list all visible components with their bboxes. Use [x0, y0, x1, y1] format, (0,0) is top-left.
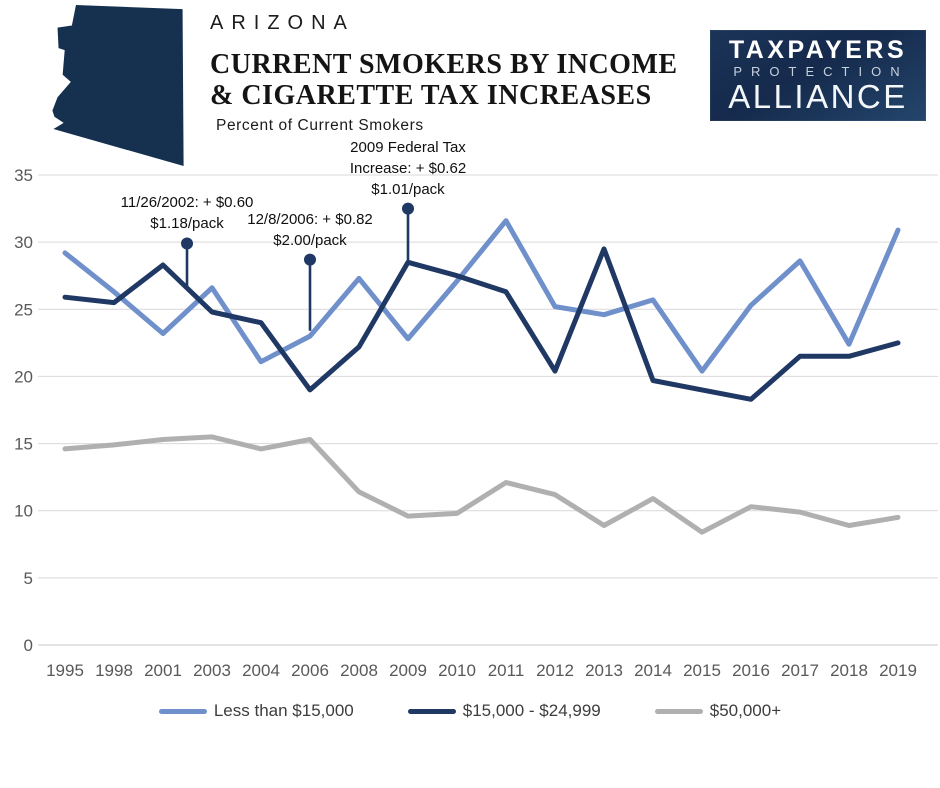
x-axis-tick-label: 2009: [389, 661, 427, 680]
title-block: ARIZONA CURRENT SMOKERS BY INCOME & CIGA…: [210, 12, 678, 135]
y-axis-tick-label: 10: [14, 502, 33, 521]
annotation-dot: [181, 237, 194, 250]
annotation-2006-tax-increase: 12/8/2006: + $0.82 $2.00/pack: [247, 209, 373, 251]
x-axis-tick-label: 2010: [438, 661, 476, 680]
y-axis-tick-label: 0: [24, 636, 33, 655]
x-axis-tick-label: 2018: [830, 661, 868, 680]
x-axis-tick-label: 2012: [536, 661, 574, 680]
legend-line-sample-gray: [654, 708, 703, 714]
smokers-line-chart: 0 5 10 15 20 25 30 35 1995 1998 2001 2003 2004 2006 20…: [14, 166, 938, 680]
y-axis-tick-label: 25: [14, 300, 33, 319]
legend-item-50k-plus: $50,000+: [654, 701, 782, 721]
x-axis-tick-label: 2015: [683, 661, 721, 680]
annotation-text: 12/8/2006: + $0.82: [247, 210, 373, 228]
annotation-text: 11/26/2002: + $0.60: [120, 194, 254, 212]
series-line-0: [62, 218, 901, 374]
y-axis-tick-label: 35: [14, 166, 33, 185]
logo-line-alliance: ALLIANCE: [728, 78, 908, 115]
source-footer: Sources: Centers for Disease Control and…: [8, 749, 458, 788]
y-axis-tick-label: 20: [14, 367, 33, 386]
x-axis-tick-label: 2011: [488, 661, 525, 680]
annotation-text: 2009 Federal Tax: [350, 138, 466, 156]
annotation-dot: [304, 253, 316, 266]
page-title: CURRENT SMOKERS BY INCOME & CIGARETTE TA…: [210, 49, 678, 111]
legend-label: $15,000 - $24,999: [462, 701, 601, 720]
x-axis-tick-label: 2004: [242, 661, 280, 680]
logo-line-taxpayers: TAXPAYERS: [728, 36, 908, 64]
series-line-1: [62, 246, 901, 402]
annotation-text: $2.00/pack: [273, 231, 347, 249]
chart-legend: Less than $15,000 $15,000 - $24,999 $50,…: [0, 701, 940, 721]
title-line-1: CURRENT SMOKERS BY INCOME: [210, 49, 678, 80]
logo-line-protection: PROTECTION: [733, 64, 909, 79]
x-axis-tick-label: 2013: [585, 661, 623, 680]
annotation-text: $1.18/pack: [150, 215, 224, 233]
x-axis-tick-label: 2006: [291, 661, 329, 680]
legend-line-sample-blue: [158, 708, 207, 714]
annotation-dot: [402, 202, 414, 215]
y-axis-tick-label: 5: [24, 569, 33, 588]
legend-label: Less than $15,000: [213, 701, 354, 720]
x-axis-tick-label: 2008: [340, 661, 378, 680]
x-axis-tick-label: 2016: [732, 661, 770, 680]
state-label: ARIZONA: [210, 12, 355, 34]
chart-subtitle: Percent of Current Smokers: [216, 117, 424, 134]
annotation-2009-federal-tax-increase: 2009 Federal Tax Increase: + $0.62 $1.01…: [350, 137, 466, 200]
annotation-2002-tax-increase: 11/26/2002: + $0.60 $1.18/pack: [121, 192, 254, 234]
x-axis-tick-label: 2019: [879, 661, 917, 680]
x-axis-tick-label: 2017: [781, 661, 819, 680]
legend-item-15k-24999: $15,000 - $24,999: [407, 701, 601, 721]
arizona-map-icon: [52, 5, 184, 166]
arizona-state-map: [50, 4, 186, 168]
legend-line-sample-navy: [407, 708, 456, 714]
taxpayers-protection-alliance-logo: TAXPAYERS PROTECTION ALLIANCE: [710, 30, 926, 121]
title-line-2: & CIGARETTE TAX INCREASES: [210, 80, 652, 111]
legend-label: $50,000+: [709, 701, 782, 720]
annotation-text: $1.01/pack: [371, 180, 445, 198]
y-axis-tick-label: 15: [14, 435, 33, 454]
series-line-2: [62, 434, 901, 535]
y-axis-tick-label: 30: [14, 233, 33, 252]
x-axis-tick-label: 1995: [46, 661, 84, 680]
x-axis-tick-label: 2001: [144, 661, 182, 680]
legend-item-less-than-15k: Less than $15,000: [158, 701, 354, 721]
x-axis-tick-label: 2014: [634, 661, 672, 680]
annotation-text: Increase: + $0.62: [349, 159, 467, 177]
x-axis-tick-label: 2003: [193, 661, 231, 680]
x-axis-tick-label: 1998: [95, 661, 133, 680]
